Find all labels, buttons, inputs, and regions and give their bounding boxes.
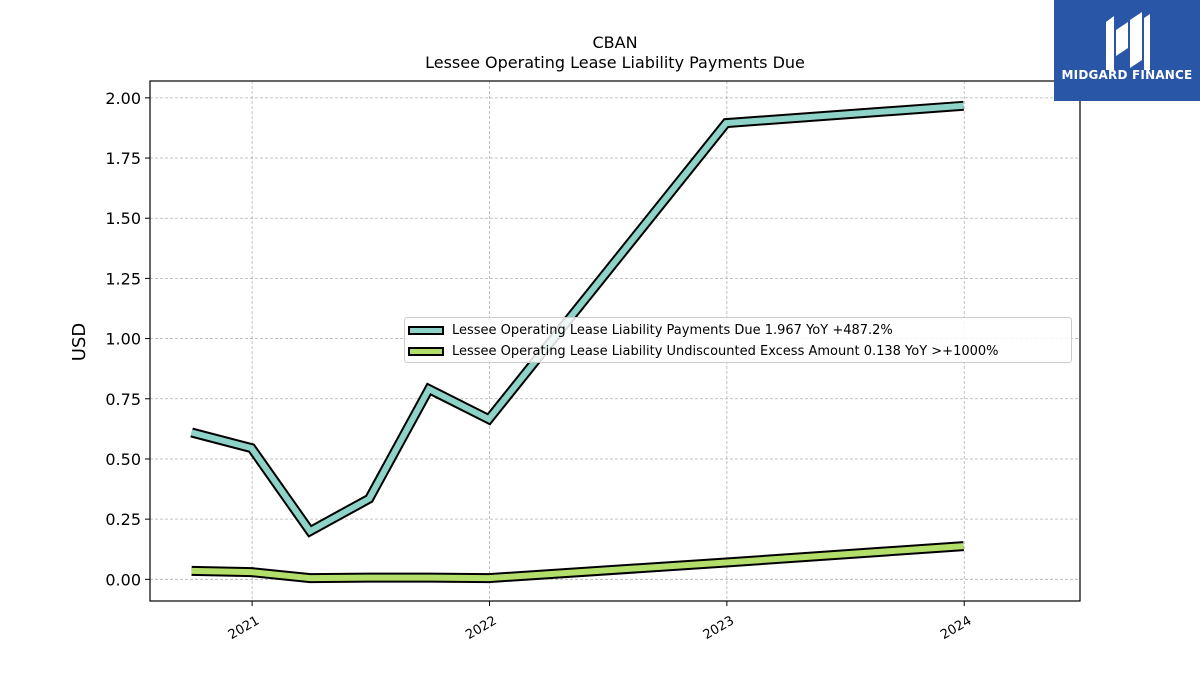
y-tick-label: 2.00	[105, 89, 141, 108]
y-axis-label: USD	[69, 323, 90, 361]
series-1	[191, 541, 964, 584]
legend-item-payments-due: Lessee Operating Lease Liability Payment…	[405, 320, 893, 340]
y-tick-label: 1.00	[105, 330, 141, 349]
y-tick-label: 0.75	[105, 390, 141, 409]
y-tick-label: 1.75	[105, 149, 141, 168]
y-tick-label: 1.25	[105, 269, 141, 288]
legend-swatch-payments-due	[408, 325, 444, 335]
legend-label-undiscounted-excess: Lessee Operating Lease Liability Undisco…	[452, 343, 999, 359]
plot-frame	[149, 80, 1081, 602]
series-layer	[190, 100, 964, 584]
x-tick-label: 2024	[938, 613, 974, 643]
series-0	[190, 100, 964, 538]
x-tick-label: 2022	[463, 613, 499, 643]
brand-logo-text: MIDGARD FINANCE	[1061, 68, 1193, 82]
y-axis: 0.00 0.25 0.50 0.75 1.00 1.25 1.50 1.75 2.00	[105, 89, 150, 589]
y-tick-label: 1.50	[105, 209, 141, 228]
series-line	[190, 102, 964, 536]
chart-legend: Lessee Operating Lease Liability Payment…	[404, 317, 1072, 363]
brand-mark-icon	[1106, 12, 1150, 70]
legend-swatch-undiscounted-excess	[408, 346, 444, 356]
y-tick-label: 0.50	[105, 450, 141, 469]
x-axis: 2021 2022 2023 2024	[226, 601, 974, 643]
y-tick-label: 0.00	[105, 570, 141, 589]
chart-subtitle: Lessee Operating Lease Liability Payment…	[425, 53, 805, 72]
x-tick-label: 2021	[226, 613, 262, 643]
x-tick-label: 2023	[701, 613, 737, 643]
legend-item-undiscounted-excess: Lessee Operating Lease Liability Undisco…	[405, 341, 999, 361]
y-tick-label: 0.25	[105, 510, 141, 529]
legend-label-payments-due: Lessee Operating Lease Liability Payment…	[452, 322, 893, 338]
chart-title: CBAN	[592, 33, 637, 52]
series-line	[191, 543, 964, 582]
brand-logo: MIDGARD FINANCE	[1054, 0, 1200, 101]
